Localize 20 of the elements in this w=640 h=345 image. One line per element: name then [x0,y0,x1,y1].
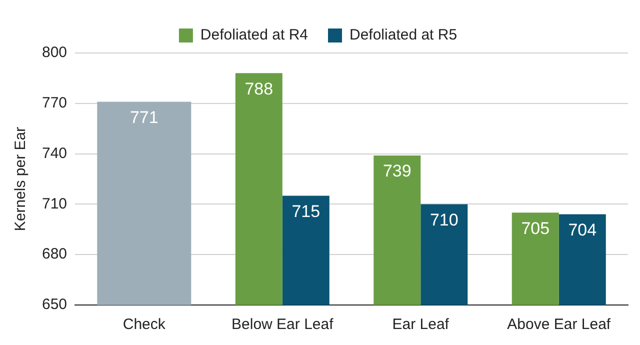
data-label: 788 [244,79,274,98]
data-label: 705 [521,218,550,238]
data-label: 704 [568,220,597,240]
data-label: 771 [130,108,158,127]
data-label: 739 [382,162,412,181]
y-tick-label: 680 [42,246,68,263]
x-tick-label: Ear Leaf [392,316,450,334]
legend-label: Defoliated at R4 [200,26,308,44]
y-tick-label: 740 [42,144,68,162]
x-tick-label: Above Ear Leaf [507,316,612,334]
y-tick-label: 770 [42,94,68,112]
x-tick-label: Below Ear Leaf [232,316,334,334]
y-tick-label: 650 [42,296,68,314]
y-tick-label: 800 [42,44,68,62]
y-axis-title: Kernels per Ear [12,126,30,232]
x-tick-label: Check [122,316,166,334]
y-tick-label: 710 [42,195,68,212]
data-label: 710 [430,210,458,230]
data-label: 715 [292,202,320,221]
legend-label: Defoliated at R5 [350,26,458,44]
